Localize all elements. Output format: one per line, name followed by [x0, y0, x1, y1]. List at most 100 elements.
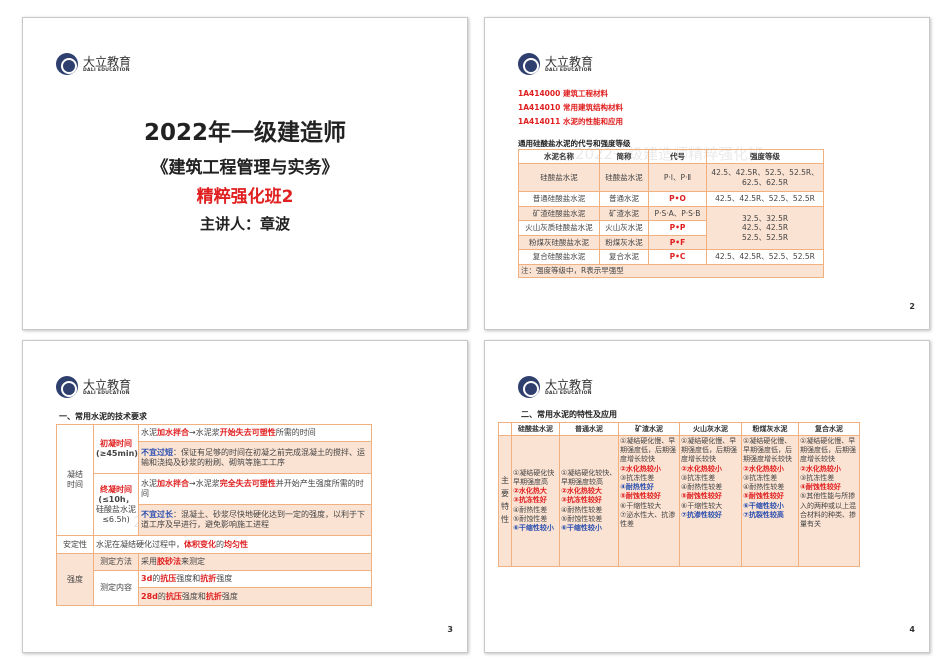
highlighted-text: ②水化热较小: [620, 464, 661, 473]
text-segment: ③抗冻性差: [743, 473, 778, 482]
highlighted-text: 胶砂法: [157, 557, 181, 566]
row-label: 强度: [56, 553, 94, 606]
table-row: 复合硅酸盐水泥 复合水泥 P•C 42.5、42.5R、52.5、52.5R: [518, 249, 824, 265]
cell: 硅酸盐水泥: [599, 163, 649, 192]
column-header: 粉煤灰水泥: [741, 422, 799, 436]
highlighted-text: 3d: [141, 574, 153, 583]
section-heading: 一、常用水泥的技术要求: [59, 412, 147, 421]
course-name: 精粹强化班2: [196, 187, 294, 207]
cell: 矿渣硅酸盐水泥: [518, 206, 600, 221]
text-segment: ⑤耐蚀性差: [513, 514, 548, 523]
highlighted-text: 抗折: [200, 574, 217, 583]
cell: P•O: [648, 191, 707, 207]
highlighted-text: ③抗冻性较好: [561, 496, 602, 505]
tech-requirements-table: 凝结时间 初凝时间 (≥45min) 水泥加水拌合→水泥浆开始失去可塑性所需的时间 不…: [56, 424, 372, 606]
strength-method: 采用胶砂法来测定: [138, 553, 372, 571]
text-segment: ③抗冻性差: [800, 473, 835, 482]
text-segment: ⑦泌水性大、抗渗性差: [620, 510, 676, 529]
highlighted-text: ⑤耐蚀性较好: [743, 492, 784, 501]
row-label: 凝结时间: [56, 424, 94, 536]
highlighted-text: 加水拌合: [157, 479, 189, 488]
text-segment: ①凝结硬化慢、早期强度低，后期强度增长较快: [743, 437, 792, 464]
cell: 火山灰水泥: [599, 220, 649, 236]
text-segment: 强度: [221, 591, 238, 601]
text-segment: ⑤耐蚀性较差: [561, 514, 603, 523]
highlighted-text: 不宜过长: [141, 510, 173, 519]
page-number: 4: [909, 625, 915, 634]
text-segment: 的: [152, 574, 161, 583]
text-segment: ⑥干缩性较大: [620, 501, 662, 510]
text-segment: ①凝结硬化较快、早期强度较高: [561, 468, 617, 486]
final-set-label: 终凝时间: [100, 484, 132, 494]
text-segment: 的: [216, 539, 224, 549]
column-header: 复合水泥: [798, 422, 860, 436]
text-segment: ①凝结硬化慢、早期强度低，后期强度增长较快: [620, 437, 676, 464]
column-header: 火山灰水泥: [679, 422, 742, 436]
text-segment: ⑥干缩性较大: [681, 501, 723, 510]
brand-name: 大立教育: [545, 377, 594, 392]
text-segment: ④耐热性较差: [743, 483, 785, 492]
highlighted-text: ②水化热较大: [561, 487, 602, 496]
highlighted-text: 均匀性: [224, 539, 248, 549]
highlighted-text: 体积变化: [184, 539, 216, 549]
cell: 火山灰质硅酸盐水泥: [518, 220, 600, 236]
final-set-limit: (≤10h，: [98, 494, 134, 504]
text-segment: ①凝结硬化快早期强度高: [513, 468, 555, 486]
column-header: 强度等级: [706, 149, 824, 164]
cell: 42.5、42.5R、52.5、52.5R、62.5、62.5R: [706, 163, 824, 192]
cell: 普通水泥: [599, 191, 649, 207]
highlighted-text: 开始失去可塑性: [219, 428, 276, 437]
logo-emblem-icon: [518, 53, 540, 75]
text-segment: ④耐热性较差: [561, 505, 603, 514]
brand-logo: 大立教育 DALI EDUCATION: [518, 376, 593, 398]
slide-3-thumbnail[interactable]: 大立教育 DALI EDUCATION 2022一级建造师精粹强化班 一、常用水泥…: [22, 340, 468, 653]
highlighted-text: 完全失去可塑性: [219, 479, 276, 488]
initial-set-definition: 水泥加水拌合→水泥浆开始失去可塑性所需的时间: [138, 424, 372, 442]
slide-2-thumbnail[interactable]: 大立教育 DALI EDUCATION 2022一级建造师精粹强化班 1A4140…: [484, 17, 930, 330]
cell: P•P: [648, 220, 707, 236]
highlighted-text: 抗压: [160, 574, 177, 583]
table-row: 硅酸盐水泥 硅酸盐水泥 P·Ⅰ、P·Ⅱ 42.5、42.5R、52.5、52.5R、6…: [518, 163, 824, 192]
text-segment: ⑤其他性能与所掺入的两种或以上混合材料的种类、掺量有关: [800, 492, 856, 529]
brand-logo: 大立教育 DALI EDUCATION: [56, 53, 131, 75]
highlighted-text: 28d: [141, 591, 158, 601]
column-header: 矿渣水泥: [618, 422, 680, 436]
highlighted-text: 抗折: [205, 591, 222, 601]
cell: 32.5、32.5R 42.5、42.5R 52.5、52.5R: [706, 206, 824, 250]
text-segment: 强度和: [181, 591, 206, 601]
slide-1-thumbnail[interactable]: 大立教育 DALI EDUCATION 2022年一级建造师 《建筑工程管理与实务…: [22, 17, 468, 330]
highlighted-text: ⑥干缩性较小: [513, 524, 554, 533]
text-segment: →水泥浆: [189, 428, 220, 437]
slide-4-thumbnail[interactable]: 大立教育 DALI EDUCATION 2022一级建造师精粹强化班 二、常用水泥…: [484, 340, 930, 653]
brand-name: 大立教育: [545, 54, 594, 69]
brand-name: 大立教育: [83, 54, 132, 69]
section-code: 1A414000 建筑工程材料: [518, 89, 608, 98]
text-segment: 来测定: [181, 557, 205, 566]
section-code: 1A414010 常用建筑结构材料: [518, 103, 623, 112]
row-label: 主要特性: [498, 435, 512, 567]
highlighted-text: ③抗冻性好: [513, 496, 547, 505]
text-segment: ④耐热性较差: [681, 483, 723, 492]
brand-logo: 大立教育 DALI EDUCATION: [518, 53, 593, 75]
sub-label: 测定内容: [93, 570, 139, 606]
sub-label: 测定方法: [93, 553, 139, 571]
slide-title: 2022年一级建造师: [143, 120, 346, 146]
text-segment: 采用: [141, 557, 157, 566]
brand-name-en: DALI EDUCATION: [83, 390, 130, 396]
initial-set-note: 不宜过短：保证有足够的时间在初凝之前完成混凝土的搅拌、运输和浇捣及砂浆的粉刷、砌…: [138, 441, 372, 474]
highlighted-text: ⑥干缩性较小: [561, 524, 602, 533]
highlighted-text: ②水化热较小: [681, 464, 722, 473]
text-segment: 水泥在凝结硬化过程中，: [96, 539, 184, 549]
final-set-definition: 水泥加水拌合→水泥浆完全失去可塑性并开始产生强度所需的时间: [138, 473, 372, 505]
text-segment: ：混凝土、砂浆尽快地硬化达到一定的强度，以利于下道工序及早进行，避免影响施工进程: [141, 510, 365, 529]
logo-emblem-icon: [56, 376, 78, 398]
text-segment: ①凝结硬化慢、早期强度低，后期强度增长较快: [681, 437, 737, 464]
table-row: 普通硅酸盐水泥 普通水泥 P•O 42.5、42.5R、52.5、52.5R: [518, 191, 824, 207]
text-segment: ：保证有足够的时间在初凝之前完成混凝土的搅拌、运输和浇捣及砂浆的粉刷、砌筑等施工…: [141, 447, 365, 467]
logo-emblem-icon: [56, 53, 78, 75]
cell: 复合水泥: [599, 249, 649, 265]
cell: 硅酸盐水泥: [518, 163, 600, 192]
highlighted-text: ④耐蚀性较好: [800, 483, 841, 492]
highlighted-text: ⑤耐蚀性较好: [681, 492, 722, 501]
highlighted-text: 不宜过短: [141, 447, 173, 457]
